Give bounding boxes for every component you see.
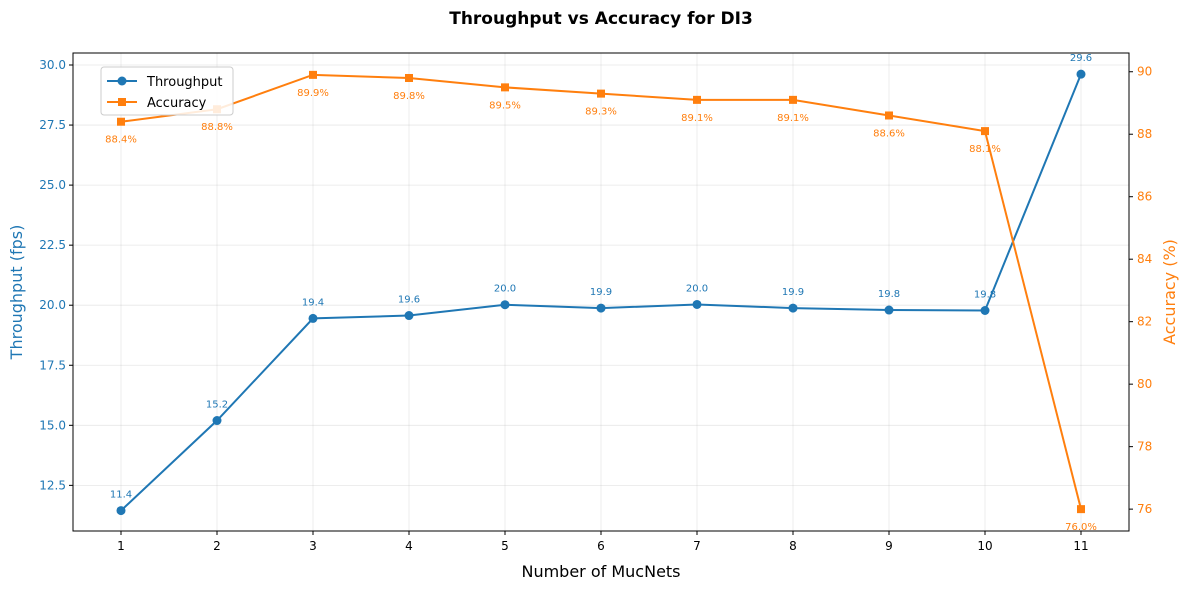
throughput-data-label-10: 19.8 — [974, 289, 996, 300]
throughput-point-2 — [212, 416, 222, 426]
throughput-point-6 — [596, 303, 606, 313]
throughput-point-4 — [404, 311, 414, 321]
accuracy-point-5 — [501, 83, 509, 92]
accuracy-point-9 — [885, 111, 893, 120]
throughput-point-9 — [884, 305, 894, 315]
x-tick-label-5: 5 — [501, 539, 509, 553]
y-left-tick-label-7: 27.5 — [39, 118, 66, 132]
y-axis-label-left: Throughput (fps) — [7, 225, 26, 361]
throughput-data-label-7: 20.0 — [686, 283, 708, 294]
accuracy-data-label-7: 89.1% — [681, 113, 713, 124]
legend: Throughput Accuracy — [100, 66, 234, 116]
accuracy-data-label-6: 89.3% — [585, 107, 617, 118]
y-left-tick-label-1: 12.5 — [39, 478, 66, 492]
y-left-tick-label-3: 17.5 — [39, 358, 66, 372]
throughput-point-1 — [116, 506, 126, 516]
throughput-data-label-11: 29.6 — [1070, 53, 1092, 64]
legend-label-accuracy: Accuracy — [147, 96, 207, 111]
x-tick-label-3: 3 — [309, 539, 317, 553]
accuracy-data-label-5: 89.5% — [489, 100, 521, 111]
y-left-tick-label-6: 25.0 — [39, 178, 66, 192]
throughput-point-11 — [1076, 69, 1086, 79]
y-left-tick-label-5: 22.5 — [39, 238, 66, 252]
throughput-data-label-8: 19.9 — [782, 287, 804, 298]
y-right-tick-label-5: 84 — [1137, 252, 1152, 266]
throughput-data-label-9: 19.8 — [878, 289, 900, 300]
accuracy-point-10 — [981, 127, 989, 136]
throughput-data-label-3: 19.4 — [302, 297, 324, 308]
legend-marker-accuracy — [118, 98, 126, 106]
accuracy-data-label-1: 88.4% — [105, 135, 137, 146]
y-left-tick-label-2: 15.0 — [39, 418, 66, 432]
accuracy-data-label-11: 76.0% — [1065, 522, 1097, 533]
accuracy-point-8 — [789, 95, 797, 104]
y-left-tick-label-4: 20.0 — [39, 298, 66, 312]
throughput-data-label-4: 19.6 — [398, 295, 420, 306]
y-right-tick-label-6: 86 — [1137, 190, 1152, 204]
x-tick-label-7: 7 — [693, 539, 701, 553]
x-tick-label-6: 6 — [597, 539, 605, 553]
accuracy-point-7 — [693, 95, 701, 104]
throughput-data-label-1: 11.4 — [110, 490, 132, 501]
grid-lines — [73, 53, 1129, 531]
accuracy-data-label-8: 89.1% — [777, 113, 809, 124]
y-right-tick-label-4: 82 — [1137, 315, 1152, 329]
throughput-point-7 — [692, 299, 702, 309]
legend-label-throughput: Throughput — [146, 75, 223, 90]
accuracy-point-1 — [117, 117, 125, 126]
accuracy-point-4 — [405, 73, 413, 82]
y-right-tick-label-2: 78 — [1137, 440, 1152, 454]
x-tick-label-8: 8 — [789, 539, 797, 553]
x-tick-label-2: 2 — [213, 539, 221, 553]
y-left-tick-label-8: 30.0 — [39, 58, 66, 72]
y-right-tick-label-8: 90 — [1137, 65, 1152, 79]
accuracy-data-label-2: 88.8% — [201, 122, 233, 133]
throughput-point-10 — [980, 305, 990, 315]
y-right-tick-label-7: 88 — [1137, 127, 1152, 141]
accuracy-data-label-4: 89.8% — [393, 91, 425, 102]
x-tick-label-10: 10 — [977, 539, 992, 553]
throughput-data-label-5: 20.0 — [494, 284, 516, 295]
accuracy-point-6 — [597, 89, 605, 98]
series-layer: 11.4 15.2 19.4 19.6 20.0 19.9 20.0 19.9 19.8 19.8… — [105, 53, 1097, 533]
accuracy-data-label-3: 89.9% — [297, 88, 329, 99]
throughput-point-5 — [500, 300, 510, 310]
throughput-data-label-6: 19.9 — [590, 287, 612, 298]
accuracy-point-3 — [309, 70, 317, 79]
chart-title: Throughput vs Accuracy for DI3 — [449, 9, 753, 29]
throughput-point-3 — [308, 313, 318, 323]
y-right-tick-label-1: 76 — [1137, 502, 1152, 516]
x-tick-label-4: 4 — [405, 539, 413, 553]
x-tick-label-9: 9 — [885, 539, 893, 553]
axes: 1 2 3 4 5 6 7 8 9 10 1112.515.017.520.022.525.027.… — [39, 58, 1152, 553]
y-right-tick-label-3: 80 — [1137, 377, 1152, 391]
x-axis-label: Number of MucNets — [521, 562, 680, 581]
x-tick-label-1: 1 — [117, 539, 125, 553]
accuracy-data-label-9: 88.6% — [873, 128, 905, 139]
throughput-data-label-2: 15.2 — [206, 400, 228, 411]
accuracy-point-11 — [1077, 505, 1085, 514]
legend-marker-throughput — [117, 76, 127, 86]
throughput-point-8 — [788, 303, 798, 313]
x-tick-label-11: 11 — [1073, 539, 1088, 553]
accuracy-data-label-10: 88.1% — [969, 144, 1001, 155]
y-axis-label-right: Accuracy (%) — [1160, 239, 1179, 345]
